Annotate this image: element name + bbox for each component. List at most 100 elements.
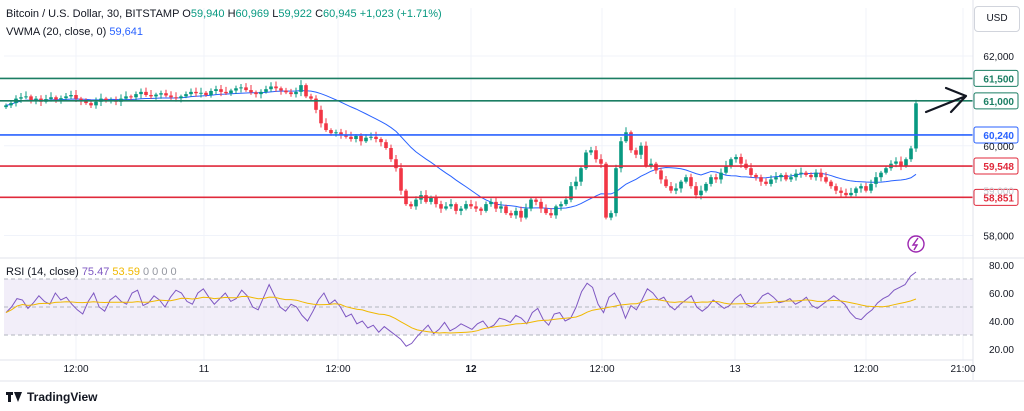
candle — [214, 85, 218, 95]
candle-body — [149, 95, 153, 97]
candle-body — [264, 89, 268, 92]
time-tick-label: 12:00 — [63, 364, 88, 375]
candle — [764, 178, 768, 186]
candle-body — [209, 90, 213, 96]
symbol-title: Bitcoin / U.S. Dollar, 30, BITSTAMP — [6, 8, 180, 20]
rsi-legend[interactable]: RSI (14, close) 75.47 53.59 0 0 0 0 — [6, 266, 177, 278]
symbol-legend: Bitcoin / U.S. Dollar, 30, BITSTAMP O59,… — [6, 8, 442, 20]
candle-body — [524, 208, 528, 218]
candle-body — [4, 105, 8, 108]
candle — [74, 89, 78, 103]
candle-body — [59, 98, 63, 100]
candle — [174, 92, 178, 102]
candle-body — [664, 179, 668, 187]
candle-body — [514, 210, 518, 216]
candle-body — [269, 86, 273, 90]
candle-body — [629, 132, 633, 151]
candle-body — [334, 132, 338, 134]
candle-body — [274, 86, 278, 89]
candle — [289, 88, 293, 97]
time-tick-label: 12:00 — [325, 364, 350, 375]
candle — [379, 137, 383, 147]
candle — [629, 130, 633, 153]
rsi-tick-label: 40.00 — [989, 317, 1014, 328]
candle-body — [304, 85, 308, 97]
time-tick-label: 12:00 — [589, 364, 614, 375]
level-price-tag — [973, 188, 1019, 206]
candle — [799, 167, 803, 178]
time-tick-label: 11 — [199, 364, 210, 375]
ohlc-open-label: O — [182, 8, 191, 20]
candle — [199, 87, 203, 98]
candle — [654, 161, 658, 174]
candle-body — [299, 85, 303, 92]
candle — [204, 90, 208, 97]
candle-body — [734, 156, 738, 160]
candle — [514, 207, 518, 219]
level-price-tag — [973, 69, 1019, 87]
candle-body — [564, 199, 568, 205]
candle — [859, 183, 863, 193]
tradingview-logo[interactable]: TradingView — [6, 390, 97, 404]
candle — [729, 157, 733, 169]
candle — [259, 89, 263, 99]
candle-body — [729, 159, 733, 166]
candle-body — [129, 96, 133, 98]
candle-body — [394, 159, 398, 169]
ohlc-low-label: L — [272, 8, 279, 20]
candle — [574, 176, 578, 190]
candle — [459, 206, 463, 216]
candle-body — [614, 168, 618, 214]
candle-body — [49, 97, 53, 100]
candle — [569, 181, 573, 203]
candle-body — [539, 201, 543, 209]
candle-body — [609, 213, 613, 218]
candle — [634, 147, 638, 159]
candlestick-series[interactable] — [4, 80, 918, 222]
vwma-legend[interactable]: VWMA (20, close, 0) 59,641 — [6, 26, 143, 38]
currency-selector[interactable]: USD — [974, 6, 1020, 32]
candle — [679, 179, 683, 193]
candle-body — [899, 161, 903, 166]
candle-body — [759, 177, 763, 182]
candle-body — [239, 87, 243, 89]
candle-body — [704, 183, 708, 191]
candle-body — [74, 95, 78, 99]
candle — [319, 105, 323, 128]
candle — [709, 174, 713, 187]
rsi-value: 75.47 — [81, 266, 110, 278]
candle-body — [349, 136, 353, 140]
candle-body — [504, 206, 508, 214]
horizontal-levels[interactable]: 61,500 61,000 60,240 59,548 58,851 — [0, 69, 1019, 206]
candle-body — [779, 174, 783, 178]
candle-body — [459, 208, 463, 211]
candle-body — [359, 135, 363, 142]
candle — [684, 174, 688, 184]
candle-body — [529, 199, 533, 209]
candle-body — [429, 197, 433, 202]
candle — [754, 173, 758, 181]
candle — [444, 202, 448, 211]
candle — [299, 80, 303, 97]
candle-body — [864, 186, 868, 191]
candle — [99, 93, 103, 106]
time-tick-label: 12 — [465, 364, 477, 375]
candle-body — [369, 136, 373, 138]
candle-body — [689, 177, 693, 187]
candle — [29, 94, 33, 104]
candle — [639, 142, 643, 159]
candle-body — [94, 101, 98, 106]
candle-body — [554, 206, 558, 216]
candle-body — [829, 181, 833, 187]
candle-body — [834, 186, 838, 191]
candle — [194, 87, 198, 97]
candle-body — [814, 172, 818, 178]
candle — [169, 91, 173, 100]
candle — [484, 201, 488, 213]
candle — [664, 176, 668, 188]
axes: 12:00 11 12:00 12 12:00 13 12:00 21:00 62,000 60,… — [0, 0, 1024, 382]
candle — [279, 86, 283, 95]
candle — [559, 201, 563, 211]
candle-body — [479, 208, 483, 211]
